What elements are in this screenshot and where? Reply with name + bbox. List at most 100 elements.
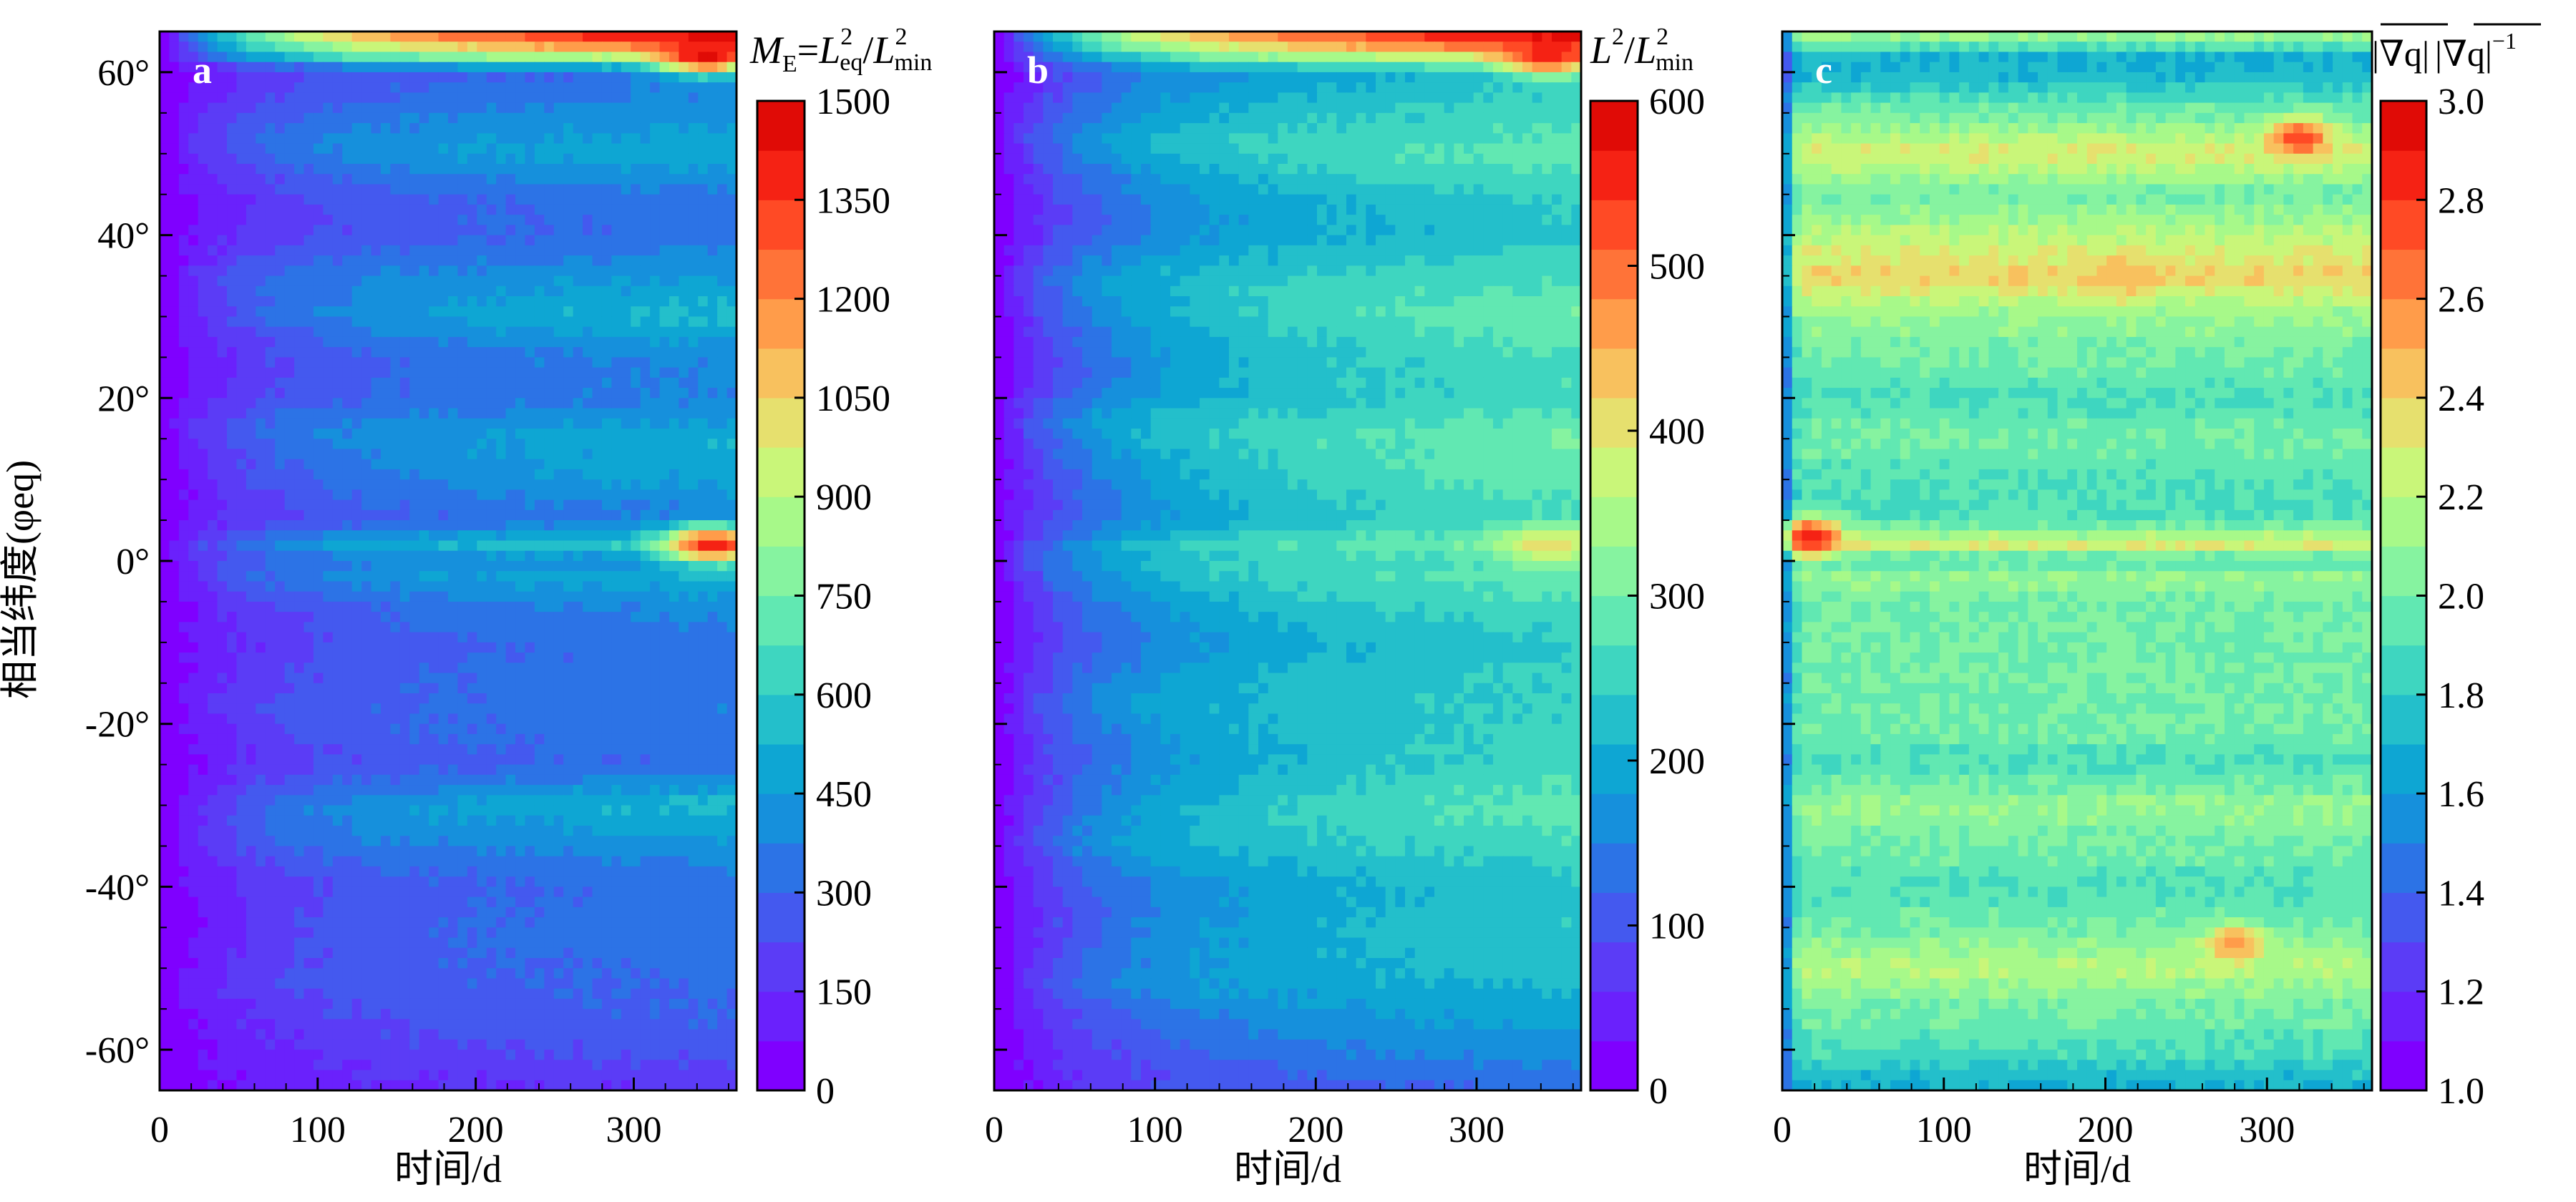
colorbar-segment [757,101,805,151]
colorbar-segment [757,397,805,448]
colorbar-title-c: |∇q| |∇q|−1 [2372,23,2541,74]
y-tick-label: 0° [116,542,150,582]
x-tick-label: 200 [1288,1110,1343,1150]
colorbar-tick-label: 150 [816,972,872,1013]
colorbar-tick-label: 2.4 [2438,378,2484,419]
heatmap-a [160,31,737,1090]
x-tick-label: 0 [1773,1110,1792,1150]
colorbar-segment [2381,843,2426,893]
panel-letter-c: c [1815,49,1832,92]
colorbar-segment [2381,546,2426,597]
colorbar-segment [757,249,805,300]
y-tick-label: -60° [85,1030,150,1071]
colorbar-segment [1590,843,1638,893]
x-tick-label: 300 [606,1110,661,1150]
x-tick-label: 0 [985,1110,1003,1150]
colorbar-segment [1590,942,1638,992]
colorbar-tick-label: 300 [816,873,872,914]
colorbar-segment [2381,397,2426,448]
y-tick-label: -20° [85,705,150,746]
colorbar-tick-label: 1200 [816,280,890,321]
colorbar-segment [2381,298,2426,349]
colorbar-segment [757,645,805,695]
colorbar-segment [2381,991,2426,1042]
x-tick-label: 300 [2239,1110,2295,1150]
colorbar-tick-label: 100 [1649,907,1705,947]
colorbar-segment [1590,150,1638,200]
colorbar-segment [1590,298,1638,349]
colorbar-segment [1590,497,1638,547]
x-tick-label: 100 [1916,1110,1972,1150]
colorbar-tick-label: 1500 [816,82,890,122]
colorbar-tick-label: 2.8 [2438,180,2484,221]
colorbar-tick-label: 2.6 [2438,280,2484,321]
colorbar-tick-label: 0 [1649,1071,1668,1112]
colorbar-segment [2381,1040,2426,1091]
colorbar-segment [757,497,805,547]
colorbar-b: 600 500 400 300 200 100 0 [1589,82,1705,1112]
colorbar-tick-label: 750 [816,577,872,617]
colorbar-segment [757,546,805,597]
colorbar-segment [1590,694,1638,745]
colorbar-tick-label: 2.2 [2438,477,2484,518]
colorbar-tick-label: 600 [816,675,872,716]
colorbar-segment [1590,645,1638,695]
colorbar-tick-label: 500 [1649,247,1705,288]
colorbar-tick-label: 450 [816,774,872,815]
colorbar-tick-label: 0 [816,1071,835,1112]
colorbar-segment [757,843,805,893]
colorbar-tick-label: 1.6 [2438,774,2484,815]
colorbar-tick-label: 1050 [816,378,890,419]
colorbar-segment [1590,892,1638,943]
colorbar-segment [2381,595,2426,646]
colorbar-segment [2381,249,2426,300]
colorbar-segment [2381,892,2426,943]
colorbar-segment [1590,200,1638,250]
x-tick-label: 300 [1449,1110,1505,1150]
colorbar-segment [757,348,805,399]
colorbar-segment [1590,447,1638,497]
colorbar-segment [757,200,805,250]
colorbar-segment [1590,991,1638,1042]
colorbar-segment [2381,447,2426,497]
panel-letter-a: a [193,49,212,92]
colorbar-tick-label: 1.4 [2438,873,2484,914]
colorbar-tick-label: 3.0 [2438,82,2484,122]
colorbar-segment [1590,249,1638,300]
colorbar-segment [757,892,805,943]
colorbar-segment [2381,348,2426,399]
colorbar-segment [1590,348,1638,399]
colorbar-segment [2381,645,2426,695]
y-axis-label: 相当纬度(φeq) [0,460,42,699]
x-axis-label-c: 时间/d [2023,1148,2131,1191]
colorbar-tick-label: 300 [1649,577,1705,617]
x-tick-label: 0 [150,1110,169,1150]
colorbar-tick-label: 900 [816,477,872,518]
x-tick-label: 200 [2078,1110,2134,1150]
colorbar-segment [757,150,805,200]
y-tick-label: -40° [85,867,150,908]
colorbar-segment [1590,397,1638,448]
colorbar-segment [1590,101,1638,151]
colorbar-tick-label: 200 [1649,741,1705,782]
heatmap-b [994,31,1581,1090]
colorbar-segment [1590,743,1638,794]
colorbar-tick-label: 1.8 [2438,675,2484,716]
colorbar-title-b: L2/L2 min [1590,24,1693,76]
panel-a: a 0 100 200 300 时间/d 60° 40° 20° 0° -20° -40° -60° 15… [85,30,890,1191]
colorbar-segment [757,694,805,745]
colorbar-title-a: ME=L2 eq/L2 min [749,24,932,77]
panel-c: c 0 100 200 300 时间/d 3.0 2.8 2.6 2.4 2.2 2.0 1.8 1.6 1… [1773,30,2484,1191]
colorbar-segment [2381,743,2426,794]
panel-b: b 0 100 200 300 时间/d 600 500 400 300 200 100 0 [985,30,1705,1191]
colorbar-tick-label: 400 [1649,411,1705,452]
colorbar-segment [757,298,805,349]
colorbar-segment [757,793,805,844]
colorbar-segment [2381,497,2426,547]
colorbar-segment [757,447,805,497]
x-axis-label-b: 时间/d [1234,1148,1341,1191]
colorbar-segment [2381,694,2426,745]
colorbar-segment [2381,150,2426,200]
y-tick-label: 40° [97,216,150,257]
